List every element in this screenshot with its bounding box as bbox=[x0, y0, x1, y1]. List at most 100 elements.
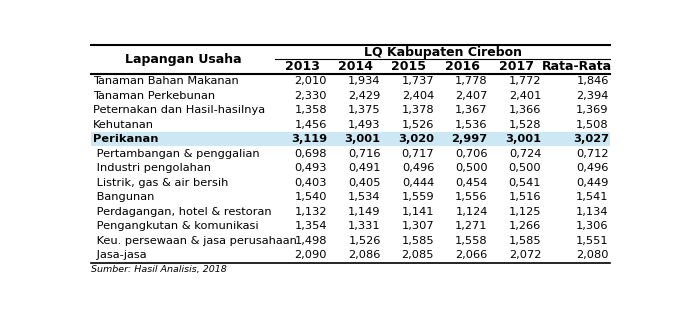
Text: 2,086: 2,086 bbox=[348, 250, 381, 260]
Text: 1,540: 1,540 bbox=[295, 192, 327, 202]
Text: 2013: 2013 bbox=[285, 60, 319, 73]
Text: 1,534: 1,534 bbox=[348, 192, 381, 202]
Text: 2,066: 2,066 bbox=[456, 250, 488, 260]
Text: Pengangkutan & komunikasi: Pengangkutan & komunikasi bbox=[93, 221, 259, 231]
Text: 1,526: 1,526 bbox=[402, 120, 434, 130]
Text: Listrik, gas & air bersih: Listrik, gas & air bersih bbox=[93, 178, 228, 188]
Text: 0,712: 0,712 bbox=[576, 149, 609, 159]
Text: 1,307: 1,307 bbox=[402, 221, 434, 231]
Text: 1,378: 1,378 bbox=[402, 105, 434, 115]
Text: 2,404: 2,404 bbox=[402, 91, 434, 101]
Text: 1,585: 1,585 bbox=[508, 236, 541, 246]
Text: 2,407: 2,407 bbox=[456, 91, 488, 101]
Text: 3,001: 3,001 bbox=[505, 134, 541, 144]
Text: 0,496: 0,496 bbox=[402, 163, 434, 173]
Text: 2,997: 2,997 bbox=[451, 134, 488, 144]
Text: 1,556: 1,556 bbox=[455, 192, 488, 202]
Text: 1,526: 1,526 bbox=[348, 236, 381, 246]
Text: 1,846: 1,846 bbox=[577, 76, 609, 86]
Text: 1,558: 1,558 bbox=[455, 236, 488, 246]
Text: 2016: 2016 bbox=[445, 60, 480, 73]
Text: Keu. persewaan & jasa perusahaan: Keu. persewaan & jasa perusahaan bbox=[93, 236, 297, 246]
Text: 2015: 2015 bbox=[391, 60, 427, 73]
FancyBboxPatch shape bbox=[91, 132, 610, 146]
Text: 1,331: 1,331 bbox=[348, 221, 381, 231]
Text: 0,500: 0,500 bbox=[455, 163, 488, 173]
Text: 1,271: 1,271 bbox=[455, 221, 488, 231]
Text: 1,493: 1,493 bbox=[348, 120, 381, 130]
Text: 1,559: 1,559 bbox=[402, 192, 434, 202]
Text: 1,516: 1,516 bbox=[509, 192, 541, 202]
Text: 1,375: 1,375 bbox=[348, 105, 381, 115]
Text: Pertambangan & penggalian: Pertambangan & penggalian bbox=[93, 149, 259, 159]
Text: 0,491: 0,491 bbox=[348, 163, 381, 173]
Text: 0,444: 0,444 bbox=[402, 178, 434, 188]
Text: 0,403: 0,403 bbox=[295, 178, 327, 188]
Text: 1,149: 1,149 bbox=[348, 207, 381, 217]
Text: 1,306: 1,306 bbox=[576, 221, 609, 231]
Text: 0,698: 0,698 bbox=[295, 149, 327, 159]
Text: 2,010: 2,010 bbox=[295, 76, 327, 86]
Text: Rata-Rata: Rata-Rata bbox=[542, 60, 611, 73]
Text: 2,401: 2,401 bbox=[509, 91, 541, 101]
Text: Sumber: Hasil Analisis, 2018: Sumber: Hasil Analisis, 2018 bbox=[91, 265, 226, 273]
Text: 2017: 2017 bbox=[499, 60, 534, 73]
Text: Tanaman Perkebunan: Tanaman Perkebunan bbox=[93, 91, 215, 101]
Text: 1,141: 1,141 bbox=[402, 207, 434, 217]
Text: Peternakan dan Hasil-hasilnya: Peternakan dan Hasil-hasilnya bbox=[93, 105, 265, 115]
Text: 0,454: 0,454 bbox=[456, 178, 488, 188]
Text: 1,266: 1,266 bbox=[509, 221, 541, 231]
Text: 2,394: 2,394 bbox=[577, 91, 609, 101]
Text: 1,551: 1,551 bbox=[576, 236, 609, 246]
Text: 2,072: 2,072 bbox=[509, 250, 541, 260]
Text: Kehutanan: Kehutanan bbox=[93, 120, 154, 130]
Text: 1,737: 1,737 bbox=[402, 76, 434, 86]
Text: 2,090: 2,090 bbox=[295, 250, 327, 260]
Text: 3,001: 3,001 bbox=[345, 134, 381, 144]
Text: 0,493: 0,493 bbox=[295, 163, 327, 173]
Text: 1,124: 1,124 bbox=[456, 207, 488, 217]
Text: Industri pengolahan: Industri pengolahan bbox=[93, 163, 211, 173]
Text: LQ Kabupaten Cirebon: LQ Kabupaten Cirebon bbox=[364, 46, 522, 59]
Text: 2,330: 2,330 bbox=[295, 91, 327, 101]
Text: 3,020: 3,020 bbox=[398, 134, 434, 144]
Text: 1,528: 1,528 bbox=[509, 120, 541, 130]
Text: 2,429: 2,429 bbox=[348, 91, 381, 101]
Text: 1,541: 1,541 bbox=[576, 192, 609, 202]
Text: 0,496: 0,496 bbox=[577, 163, 609, 173]
Text: Lapangan Usaha: Lapangan Usaha bbox=[124, 53, 241, 66]
Text: 1,934: 1,934 bbox=[348, 76, 381, 86]
Text: 1,585: 1,585 bbox=[402, 236, 434, 246]
Text: 0,500: 0,500 bbox=[508, 163, 541, 173]
Text: 0,449: 0,449 bbox=[577, 178, 609, 188]
Text: 1,367: 1,367 bbox=[455, 105, 488, 115]
Text: 1,132: 1,132 bbox=[295, 207, 327, 217]
Text: 1,134: 1,134 bbox=[576, 207, 609, 217]
Text: Bangunan: Bangunan bbox=[93, 192, 155, 202]
Text: 1,456: 1,456 bbox=[295, 120, 327, 130]
Text: 1,369: 1,369 bbox=[576, 105, 609, 115]
Text: 1,125: 1,125 bbox=[509, 207, 541, 217]
Text: 1,508: 1,508 bbox=[576, 120, 609, 130]
Text: 2,085: 2,085 bbox=[402, 250, 434, 260]
Text: 0,405: 0,405 bbox=[348, 178, 381, 188]
Text: 2,080: 2,080 bbox=[576, 250, 609, 260]
Text: 1,498: 1,498 bbox=[295, 236, 327, 246]
Text: 0,541: 0,541 bbox=[509, 178, 541, 188]
Text: 0,716: 0,716 bbox=[348, 149, 381, 159]
Text: 3,027: 3,027 bbox=[573, 134, 609, 144]
Text: 1,536: 1,536 bbox=[455, 120, 488, 130]
Text: 1,366: 1,366 bbox=[509, 105, 541, 115]
Text: 1,354: 1,354 bbox=[295, 221, 327, 231]
Text: 1,772: 1,772 bbox=[509, 76, 541, 86]
Text: Tanaman Bahan Makanan: Tanaman Bahan Makanan bbox=[93, 76, 239, 86]
Text: 3,119: 3,119 bbox=[291, 134, 327, 144]
Text: Perikanan: Perikanan bbox=[93, 134, 159, 144]
Text: 0,724: 0,724 bbox=[509, 149, 541, 159]
Text: 0,706: 0,706 bbox=[455, 149, 488, 159]
Text: 2014: 2014 bbox=[338, 60, 373, 73]
Text: Jasa-jasa: Jasa-jasa bbox=[93, 250, 146, 260]
Text: 0,717: 0,717 bbox=[402, 149, 434, 159]
Text: Perdagangan, hotel & restoran: Perdagangan, hotel & restoran bbox=[93, 207, 272, 217]
Text: 1,358: 1,358 bbox=[295, 105, 327, 115]
